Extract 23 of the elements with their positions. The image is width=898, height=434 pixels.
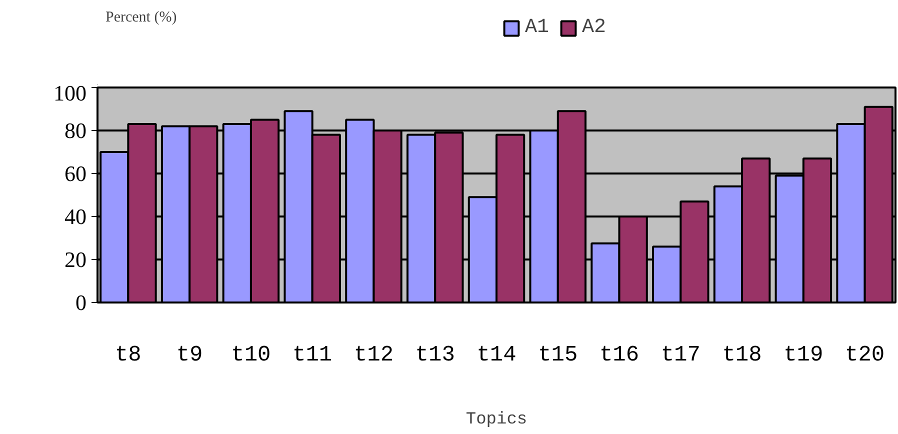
legend-label: A1 — [525, 16, 550, 39]
x-tick-label: t13 — [415, 342, 455, 368]
x-tick-label: t10 — [231, 342, 271, 368]
x-tick-label: t18 — [722, 342, 762, 368]
x-tick-label: t17 — [660, 342, 700, 368]
y-tick-label: 0 — [76, 290, 86, 315]
y-tick-label: 80 — [64, 118, 86, 143]
x-axis-title: Topics — [466, 410, 528, 430]
x-tick-label: t11 — [292, 342, 332, 368]
x-tick-label: t16 — [599, 342, 640, 368]
x-tick-label: t19 — [784, 342, 824, 368]
x-tick-label: t14 — [476, 342, 516, 368]
y-tick-label: 100 — [54, 80, 86, 106]
y-axis-title: Percent (%) — [106, 10, 177, 26]
y-tick-label: 20 — [64, 247, 86, 272]
y-tick-label: 60 — [64, 161, 86, 186]
x-tick-label: t12 — [354, 342, 394, 368]
x-tick-label: t20 — [845, 342, 885, 368]
x-tick-label: t8 — [114, 342, 142, 368]
y-tick-label: 40 — [64, 204, 86, 229]
x-tick-label: t15 — [538, 342, 578, 368]
x-tick-label: t9 — [176, 342, 203, 368]
legend-label: A2 — [582, 16, 606, 39]
